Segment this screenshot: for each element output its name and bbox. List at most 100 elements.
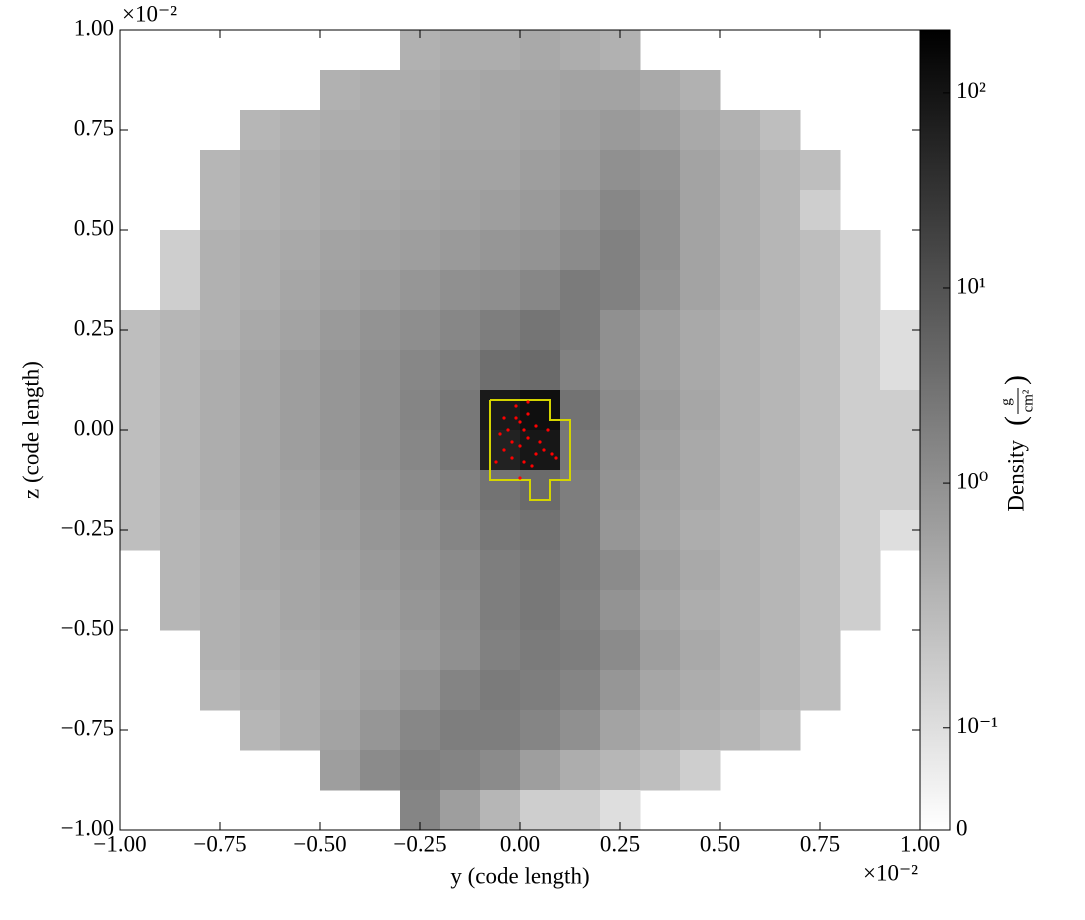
y-axis-label: z (code length) <box>18 361 43 499</box>
density-cell <box>760 310 801 351</box>
density-cell <box>400 470 441 511</box>
density-cell <box>760 510 801 551</box>
y-tick-label: −0.75 <box>61 715 114 740</box>
density-cell <box>320 630 361 671</box>
density-cell <box>240 670 281 711</box>
density-cell <box>200 590 241 631</box>
density-cell <box>360 590 401 631</box>
particle <box>526 400 530 404</box>
colorbar-tick-label: 10⁰ <box>956 468 988 493</box>
density-cell <box>320 470 361 511</box>
density-cell <box>800 510 841 551</box>
density-cell <box>880 390 921 431</box>
x-offset-text: ×10⁻² <box>863 860 918 885</box>
density-cell <box>520 430 561 471</box>
density-cell <box>320 150 361 191</box>
density-cell <box>160 350 201 391</box>
density-cell <box>520 150 561 191</box>
density-cell <box>120 430 161 471</box>
density-cell <box>520 350 561 391</box>
density-cell <box>800 430 841 471</box>
density-cell <box>680 150 721 191</box>
density-cell <box>600 750 641 791</box>
density-cell <box>360 510 401 551</box>
density-cell <box>400 350 441 391</box>
density-cell <box>560 510 601 551</box>
density-cell <box>600 150 641 191</box>
density-cell <box>520 270 561 311</box>
density-cell <box>560 190 601 231</box>
y-offset-text: ×10⁻² <box>122 1 177 26</box>
density-cell <box>320 670 361 711</box>
density-cell <box>160 310 201 351</box>
density-cell <box>200 630 241 671</box>
density-cell <box>440 70 481 111</box>
density-cell <box>480 230 521 271</box>
density-cell <box>160 390 201 431</box>
density-cell <box>760 550 801 591</box>
density-cell <box>640 150 681 191</box>
density-cell <box>440 190 481 231</box>
density-cell <box>640 750 681 791</box>
density-cell <box>840 310 881 351</box>
density-cell <box>520 670 561 711</box>
density-cell <box>360 670 401 711</box>
particle <box>554 456 558 460</box>
particle <box>530 464 534 468</box>
density-cell <box>400 550 441 591</box>
density-cell <box>520 190 561 231</box>
density-cell <box>320 270 361 311</box>
density-cell <box>480 310 521 351</box>
density-cell <box>720 150 761 191</box>
density-cell <box>360 430 401 471</box>
density-cell <box>240 110 281 151</box>
density-cell <box>560 70 601 111</box>
density-cell <box>400 630 441 671</box>
density-cell <box>720 310 761 351</box>
density-cell <box>520 710 561 751</box>
density-cell <box>440 630 481 671</box>
density-cell <box>520 30 561 71</box>
density-cell <box>440 550 481 591</box>
density-cell <box>480 70 521 111</box>
density-cell <box>840 270 881 311</box>
density-cell <box>520 70 561 111</box>
density-cell <box>560 590 601 631</box>
density-cell <box>760 670 801 711</box>
particle <box>518 444 522 448</box>
density-cell <box>600 190 641 231</box>
density-cell <box>680 670 721 711</box>
density-cell <box>680 190 721 231</box>
density-cell <box>720 630 761 671</box>
density-cell <box>720 190 761 231</box>
density-cell <box>640 310 681 351</box>
density-cell <box>760 630 801 671</box>
x-tick-label: 0.25 <box>600 831 640 856</box>
y-tick-label: 0.25 <box>74 315 114 340</box>
density-cell <box>440 350 481 391</box>
density-cell <box>200 390 241 431</box>
density-cell <box>480 350 521 391</box>
density-cell <box>440 390 481 431</box>
density-cell <box>640 550 681 591</box>
density-cell <box>440 710 481 751</box>
density-cell <box>520 110 561 151</box>
density-cell <box>240 190 281 231</box>
density-cell <box>560 790 601 831</box>
density-cell <box>760 270 801 311</box>
density-cell <box>800 550 841 591</box>
density-cell <box>680 510 721 551</box>
density-cell <box>680 430 721 471</box>
density-cell <box>680 710 721 751</box>
density-cell <box>440 430 481 471</box>
particle <box>538 440 542 444</box>
density-cell <box>160 230 201 271</box>
density-cell <box>240 310 281 351</box>
density-cell <box>600 710 641 751</box>
density-cell <box>360 550 401 591</box>
density-cell <box>840 590 881 631</box>
density-cell <box>240 710 281 751</box>
density-cell <box>640 270 681 311</box>
density-cell <box>560 230 601 271</box>
